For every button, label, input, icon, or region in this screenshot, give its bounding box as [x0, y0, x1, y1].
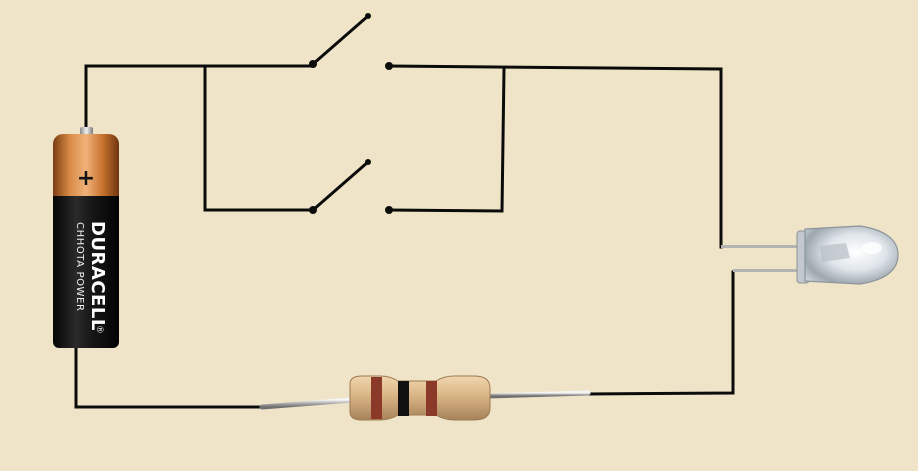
wire-network	[74, 64, 735, 409]
led-lead-top	[721, 245, 803, 248]
resistor-band-1	[371, 377, 382, 419]
wire-battery-to-top-junction	[84, 64, 315, 137]
wire-top-switch-to-right-junction	[387, 64, 723, 249]
switch-bottom-lever-tip	[365, 159, 371, 165]
battery-polarity-label: +	[77, 166, 95, 191]
wire-right-parallel-branch	[387, 67, 506, 213]
battery: + DURACELL CHHOTA POWER ®	[53, 127, 119, 348]
switch-top-contact	[385, 62, 393, 70]
switch-bottom-contact	[385, 206, 393, 214]
switch-bottom[interactable]	[309, 159, 393, 214]
resistor-right-lead	[485, 390, 591, 399]
battery-tagline: CHHOTA POWER	[74, 222, 85, 312]
battery-black-body	[53, 196, 119, 348]
led-lead-bottom	[733, 269, 803, 272]
battery-label-group: DURACELL CHHOTA POWER ®	[74, 221, 108, 335]
resistor-band-2	[398, 381, 409, 416]
resistor-body	[349, 375, 491, 421]
resistor-left-lead	[259, 397, 355, 410]
battery-brand: DURACELL	[87, 221, 108, 331]
wire-led-to-resistor	[586, 270, 735, 396]
led-lens	[804, 225, 899, 285]
wire-left-parallel-branch	[203, 64, 315, 212]
battery-registered-mark: ®	[94, 325, 104, 335]
led-inner-anvil	[820, 243, 850, 262]
switch-bottom-lever[interactable]	[311, 160, 370, 212]
switch-top-lever[interactable]	[311, 14, 370, 66]
led-highlight	[862, 242, 882, 254]
resistor-band-3	[426, 381, 437, 416]
switch-top-lever-tip	[365, 13, 371, 19]
switch-top[interactable]	[309, 13, 393, 70]
wire-resistor-to-battery	[74, 346, 264, 409]
led	[721, 225, 899, 285]
battery-body-seam	[53, 196, 119, 210]
resistor	[259, 375, 591, 421]
battery-copper-top	[53, 134, 119, 212]
